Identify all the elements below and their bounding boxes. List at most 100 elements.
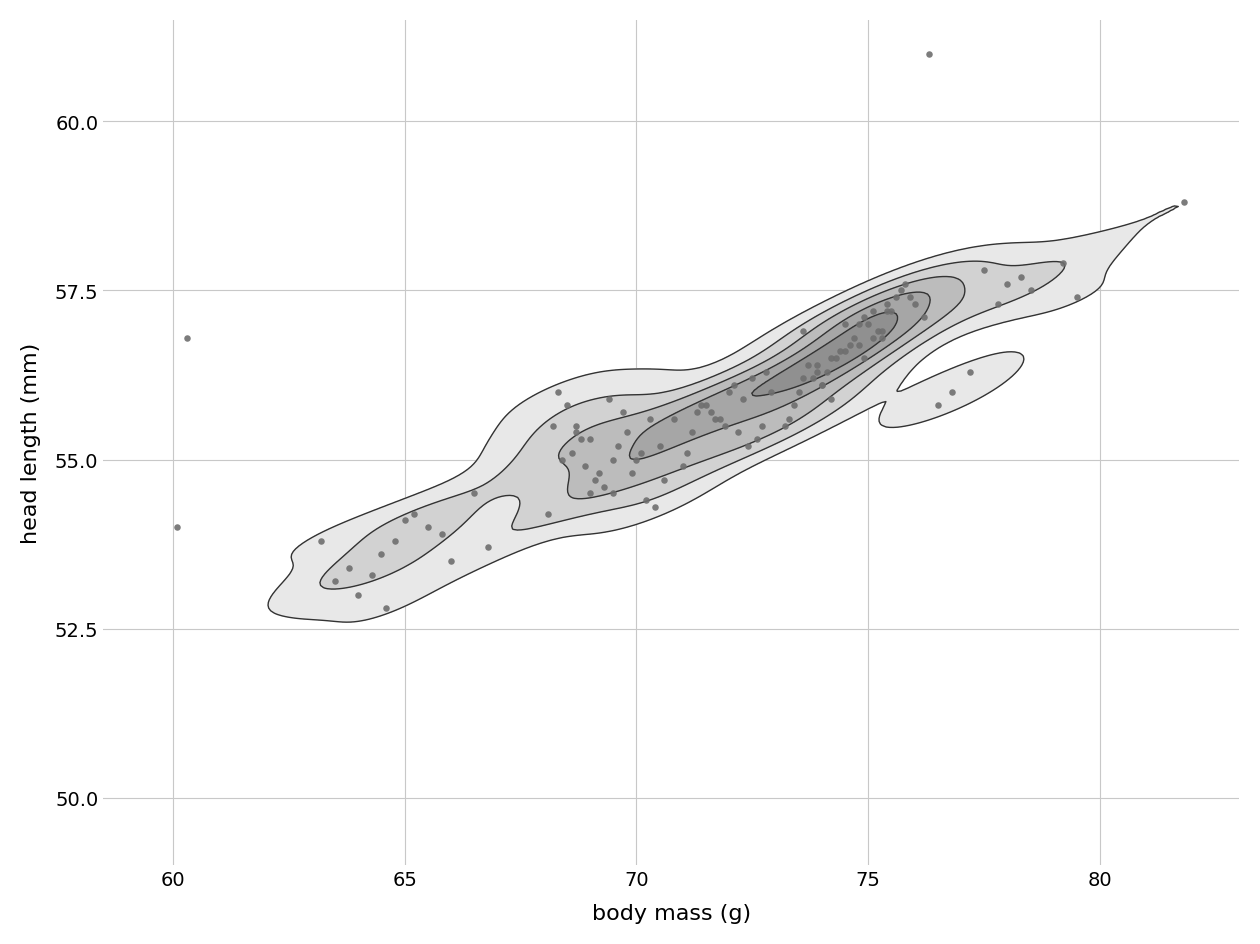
- Point: [548, 385, 568, 400]
- Point: [538, 507, 558, 522]
- Point: [654, 473, 674, 488]
- Point: [692, 398, 712, 413]
- Point: [432, 527, 452, 542]
- Point: [974, 263, 994, 278]
- Point: [682, 426, 702, 441]
- Point: [849, 338, 869, 353]
- Point: [756, 364, 776, 379]
- Point: [867, 324, 887, 339]
- Point: [825, 351, 845, 366]
- Point: [835, 345, 856, 360]
- Point: [441, 554, 461, 569]
- Point: [543, 419, 563, 434]
- Point: [621, 466, 641, 481]
- Point: [872, 330, 892, 346]
- Point: [839, 338, 859, 353]
- Point: [325, 574, 345, 589]
- Point: [372, 548, 392, 563]
- Point: [607, 439, 627, 454]
- Point: [1053, 257, 1074, 272]
- Point: [585, 473, 605, 488]
- Point: [645, 499, 665, 514]
- Point: [566, 426, 586, 441]
- Point: [1173, 195, 1193, 211]
- Point: [728, 426, 748, 441]
- Point: [941, 385, 961, 400]
- Point: [849, 317, 869, 332]
- Point: [701, 405, 721, 420]
- Point: [803, 371, 823, 386]
- Point: [612, 405, 633, 420]
- Point: [761, 385, 781, 400]
- Point: [835, 317, 856, 332]
- Point: [714, 419, 735, 434]
- Point: [394, 514, 415, 529]
- Point: [853, 311, 873, 326]
- Point: [631, 446, 651, 461]
- Point: [877, 297, 897, 312]
- Point: [678, 446, 698, 461]
- Point: [723, 379, 743, 394]
- Point: [417, 520, 437, 535]
- Point: [858, 317, 878, 332]
- Point: [593, 480, 614, 495]
- Point: [780, 412, 800, 427]
- Point: [1012, 270, 1032, 285]
- Point: [386, 533, 406, 548]
- Point: [604, 452, 624, 467]
- Point: [375, 601, 396, 616]
- Point: [464, 486, 484, 501]
- Point: [877, 304, 897, 319]
- Point: [733, 392, 753, 407]
- Point: [673, 459, 693, 474]
- Point: [747, 432, 767, 447]
- Point: [816, 364, 837, 379]
- Point: [891, 283, 911, 298]
- Point: [808, 358, 828, 373]
- Point: [635, 493, 655, 508]
- Point: [737, 439, 757, 454]
- Point: [348, 588, 368, 603]
- Point: [927, 398, 948, 413]
- Point: [576, 459, 596, 474]
- Point: [709, 412, 730, 427]
- Point: [742, 371, 762, 386]
- Point: [919, 47, 939, 62]
- Y-axis label: head length (mm): head length (mm): [21, 343, 40, 544]
- Point: [403, 507, 423, 522]
- Point: [590, 466, 610, 481]
- Point: [896, 277, 916, 292]
- Point: [696, 398, 716, 413]
- Point: [687, 405, 707, 420]
- Point: [176, 330, 197, 346]
- Point: [719, 385, 740, 400]
- Point: [664, 412, 684, 427]
- Point: [339, 561, 359, 576]
- Point: [362, 567, 382, 582]
- Point: [811, 379, 832, 394]
- Point: [580, 486, 600, 501]
- Point: [794, 371, 814, 386]
- Point: [784, 398, 804, 413]
- Point: [863, 304, 883, 319]
- Point: [822, 392, 842, 407]
- Point: [775, 419, 795, 434]
- Point: [822, 351, 842, 366]
- Point: [557, 398, 577, 413]
- Point: [604, 486, 624, 501]
- Point: [598, 392, 619, 407]
- Point: [1067, 291, 1087, 306]
- Point: [830, 345, 850, 360]
- Point: [914, 311, 934, 326]
- Point: [988, 297, 1008, 312]
- Point: [881, 304, 901, 319]
- Point: [552, 452, 572, 467]
- Point: [617, 426, 638, 441]
- Point: [960, 364, 980, 379]
- Point: [886, 291, 906, 306]
- Point: [811, 379, 832, 394]
- Point: [311, 533, 331, 548]
- Point: [580, 432, 600, 447]
- Point: [649, 439, 669, 454]
- Point: [794, 324, 814, 339]
